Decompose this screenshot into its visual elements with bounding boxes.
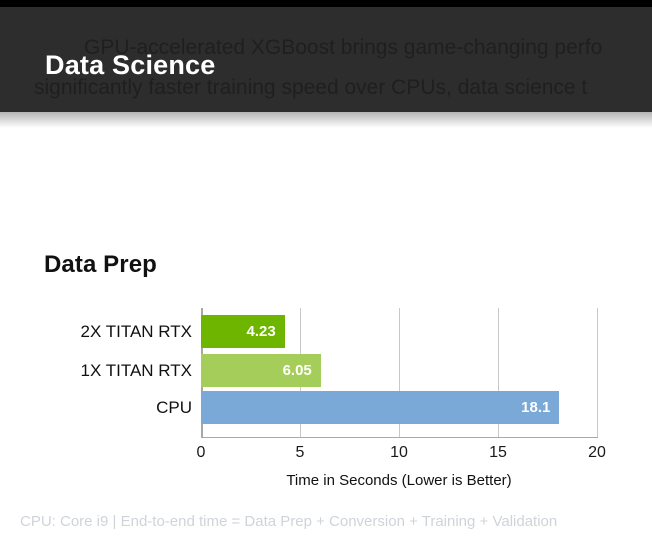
top-black-strip — [0, 0, 652, 7]
category-axis-labels: 2X TITAN RTX 1X TITAN RTX CPU — [12, 308, 192, 438]
bar-2x-titan-rtx: 4.23 — [201, 315, 285, 348]
x-axis-line — [201, 437, 598, 438]
header-shadow — [0, 112, 652, 128]
footnote: CPU: Core i9 | End-to-end time = Data Pr… — [20, 513, 558, 530]
header-body-line-2: significantly faster training speed over… — [34, 76, 588, 99]
gridline-15 — [498, 308, 499, 438]
gridline-20 — [597, 308, 598, 438]
category-label-cpu: CPU — [156, 398, 192, 417]
x-axis-tick-labels: 0 5 10 15 20 — [197, 444, 606, 466]
category-label-2x-titan-rtx: 2X TITAN RTX — [80, 322, 192, 341]
chart-title: Data Prep — [44, 251, 157, 278]
header-band: GPU-accelerated XGBoost brings game-chan… — [0, 7, 652, 112]
x-tick-5: 5 — [295, 444, 305, 461]
x-axis-title-text: Time in Seconds (Lower is Better) — [286, 472, 512, 489]
x-tick-0: 0 — [196, 444, 206, 461]
bar-cpu: 18.1 — [201, 391, 560, 424]
header-body-line-1: GPU-accelerated XGBoost brings game-chan… — [84, 36, 603, 59]
page-title: Data Science — [45, 50, 216, 80]
x-tick-15: 15 — [489, 444, 507, 461]
bar-value-label: 18.1 — [521, 399, 551, 416]
x-tick-20: 20 — [588, 444, 606, 461]
category-label-1x-titan-rtx: 1X TITAN RTX — [80, 361, 192, 380]
x-tick-10: 10 — [390, 444, 408, 461]
chart-plot-area: 4.23 6.05 18.1 — [201, 308, 598, 438]
bar-value-label: 6.05 — [282, 362, 312, 379]
gridline-10 — [399, 308, 400, 438]
x-axis-title: Time in Seconds (Lower is Better) — [0, 472, 652, 489]
bar-value-label: 4.23 — [246, 323, 276, 340]
header-body-text: GPU-accelerated XGBoost brings game-chan… — [34, 28, 652, 99]
bar-1x-titan-rtx: 6.05 — [201, 354, 321, 387]
